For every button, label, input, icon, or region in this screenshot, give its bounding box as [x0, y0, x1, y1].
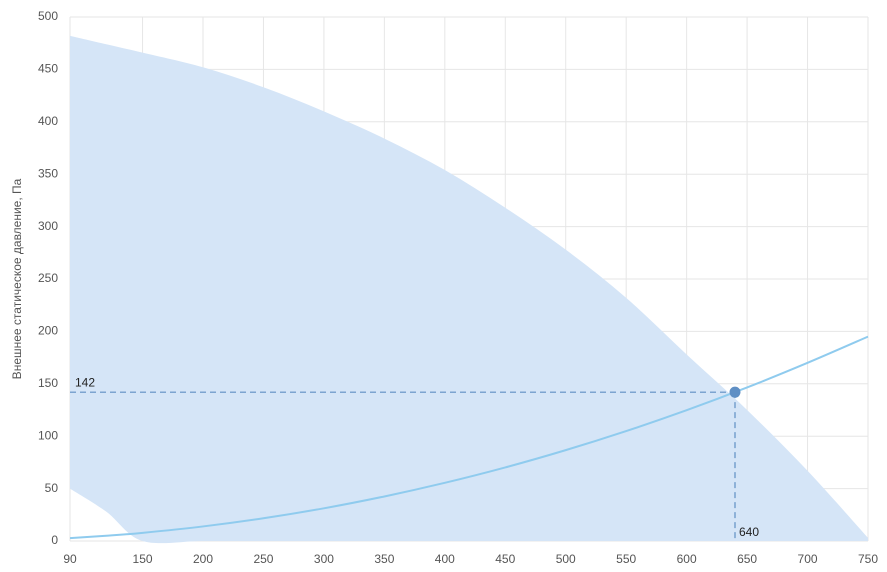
x-tick-label: 90: [63, 552, 77, 566]
y-tick-label: 0: [51, 533, 58, 547]
point-x-label: 640: [739, 525, 759, 539]
operating-point: [729, 386, 741, 398]
x-tick-label: 400: [435, 552, 455, 566]
point-y-label: 142: [75, 375, 95, 389]
x-tick-label: 500: [556, 552, 576, 566]
x-tick-label: 700: [798, 552, 818, 566]
y-tick-label: 350: [38, 166, 58, 180]
x-tick-label: 250: [253, 552, 273, 566]
x-tick-label: 450: [495, 552, 515, 566]
y-axis-label: Внешнее статическое давление, Па: [10, 178, 24, 379]
y-tick-label: 300: [38, 219, 58, 233]
line: [69, 335, 869, 540]
y-tick-label: 500: [38, 9, 58, 23]
y-tick-label: 50: [45, 481, 59, 495]
x-tick-label: 200: [193, 552, 213, 566]
area: [70, 35, 868, 544]
y-tick-label: 150: [38, 376, 58, 390]
x-tick-label: 600: [677, 552, 697, 566]
x-tick-label: 350: [374, 552, 394, 566]
y-tick-label: 400: [38, 114, 58, 128]
x-tick-label: 550: [616, 552, 636, 566]
x-tick-label: 150: [133, 552, 153, 566]
x-tick-label: 750: [858, 552, 878, 566]
x-tick-label: 300: [314, 552, 334, 566]
y-tick-label: 250: [38, 271, 58, 285]
y-tick-label: 200: [38, 324, 58, 338]
x-tick-label: 650: [737, 552, 757, 566]
y-tick-label: 100: [38, 428, 58, 442]
y-tick-label: 450: [38, 62, 58, 76]
